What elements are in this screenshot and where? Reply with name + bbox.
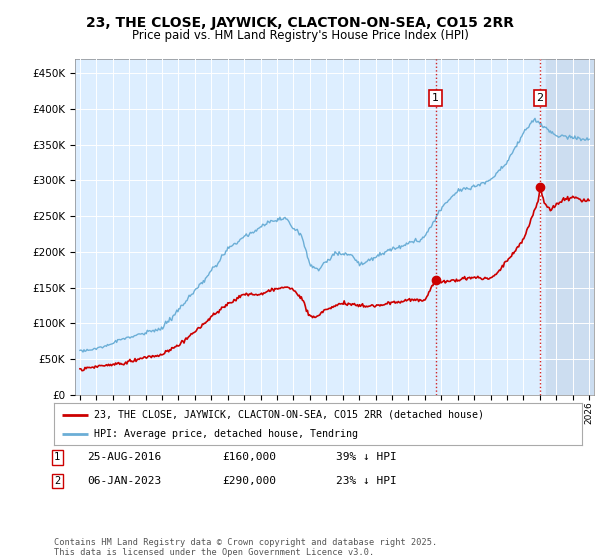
Text: £290,000: £290,000 [222,476,276,486]
Bar [547,59,600,395]
Text: 25-AUG-2016: 25-AUG-2016 [87,452,161,463]
Text: Price paid vs. HM Land Registry's House Price Index (HPI): Price paid vs. HM Land Registry's House … [131,29,469,42]
Text: 1: 1 [54,452,60,463]
Text: 2: 2 [54,476,60,486]
Text: 23, THE CLOSE, JAYWICK, CLACTON-ON-SEA, CO15 2RR (detached house): 23, THE CLOSE, JAYWICK, CLACTON-ON-SEA, … [94,409,484,419]
Text: 1: 1 [432,93,439,103]
Text: Contains HM Land Registry data © Crown copyright and database right 2025.
This d: Contains HM Land Registry data © Crown c… [54,538,437,557]
Bar [547,59,600,395]
Text: 39% ↓ HPI: 39% ↓ HPI [336,452,397,463]
Text: 23, THE CLOSE, JAYWICK, CLACTON-ON-SEA, CO15 2RR: 23, THE CLOSE, JAYWICK, CLACTON-ON-SEA, … [86,16,514,30]
Text: 06-JAN-2023: 06-JAN-2023 [87,476,161,486]
Text: HPI: Average price, detached house, Tendring: HPI: Average price, detached house, Tend… [94,429,358,439]
Text: 2: 2 [536,93,544,103]
Text: 23% ↓ HPI: 23% ↓ HPI [336,476,397,486]
Text: £160,000: £160,000 [222,452,276,463]
